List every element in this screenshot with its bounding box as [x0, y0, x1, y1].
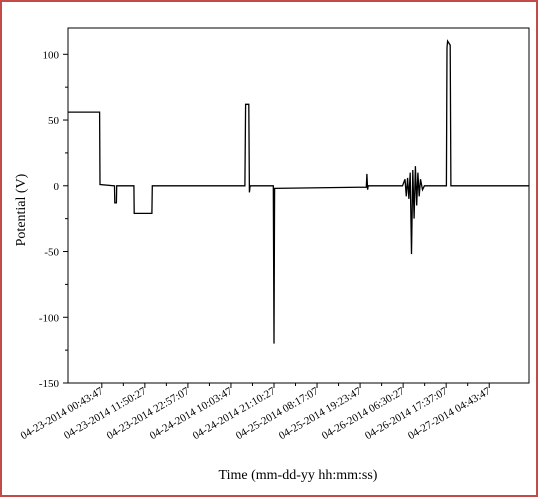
y-axis-title: Potential (V): [14, 173, 29, 246]
y-tick-label: -150: [39, 378, 60, 390]
x-tick-label: 04-27-2014 04:43:47: [406, 385, 493, 442]
x-axis-title: Time (mm-dd-yy hh:mm:ss): [219, 468, 378, 483]
y-tick-label: 0: [54, 181, 60, 193]
y-tick-label: -100: [39, 312, 60, 324]
series-layer: [68, 39, 529, 344]
y-ticks: -150 -100 -50 0 50 100: [39, 49, 68, 390]
axes: [67, 27, 530, 384]
y-tick-label: -50: [44, 247, 59, 259]
y-tick-label: 50: [48, 115, 60, 127]
y-tick-label: 100: [43, 49, 60, 61]
plot-frame: [67, 27, 530, 384]
series-line: [68, 39, 529, 344]
